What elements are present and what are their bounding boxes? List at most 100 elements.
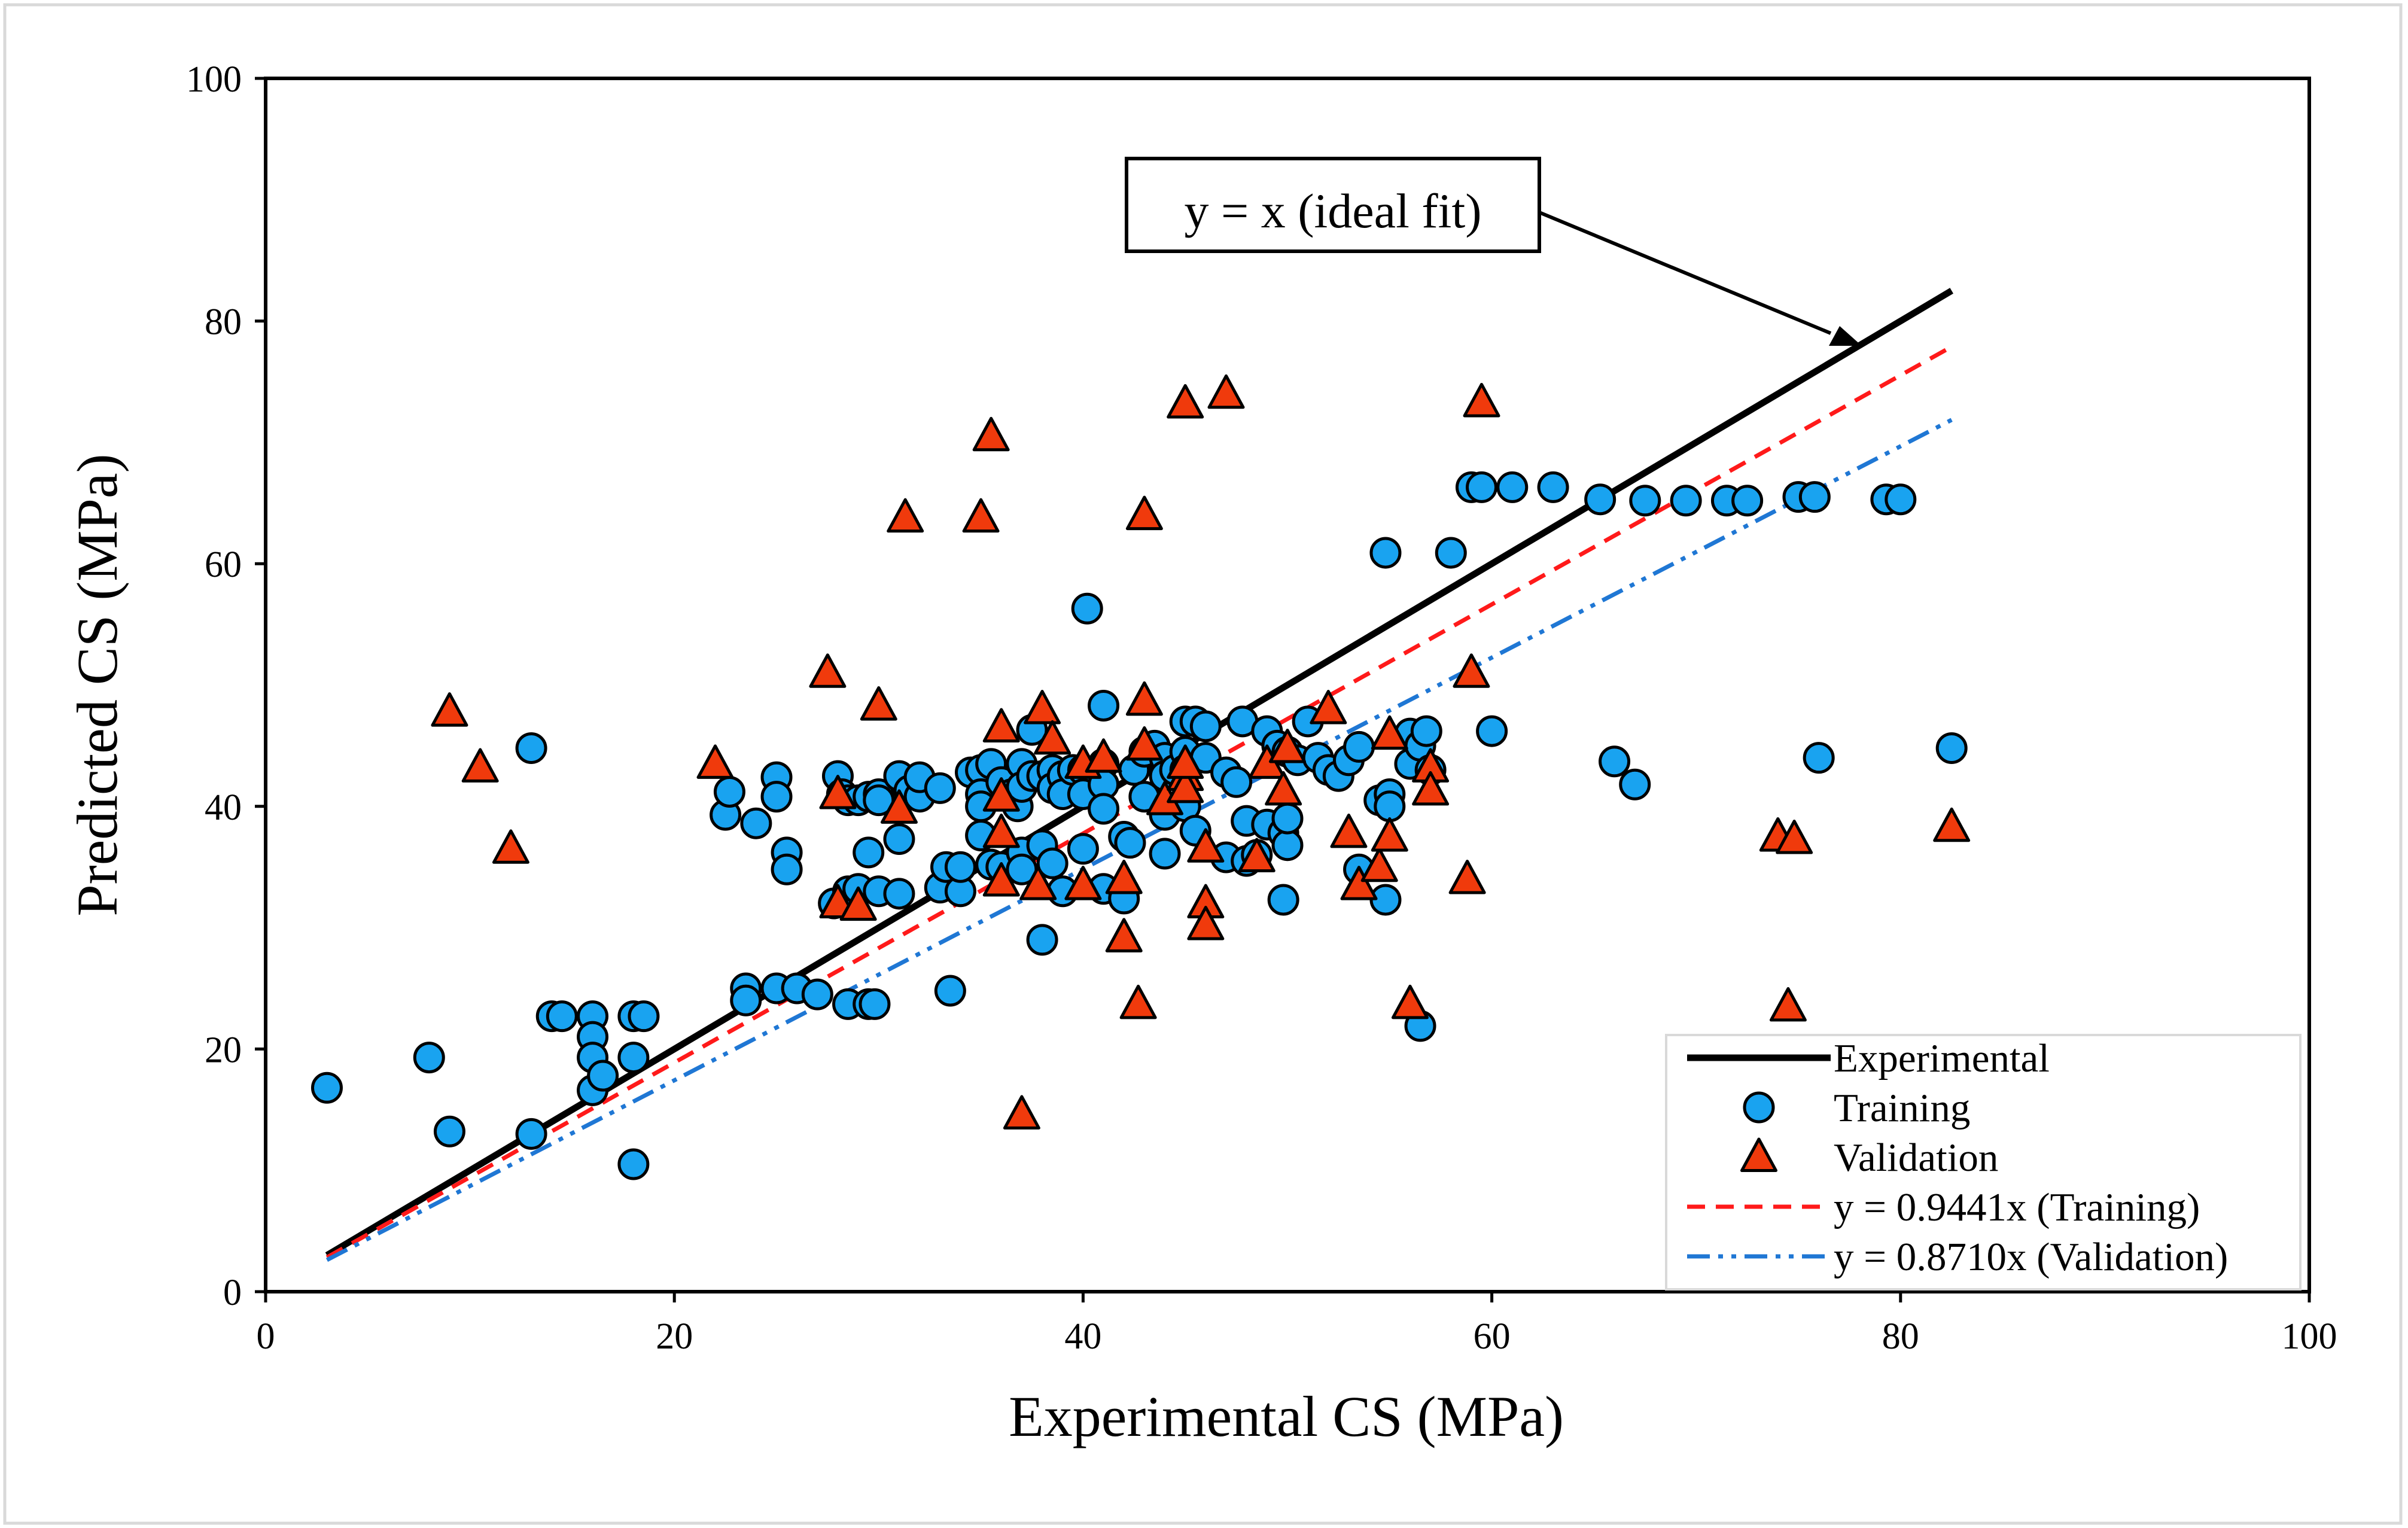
x-axis-label: Experimental CS (MPa)	[1009, 1384, 1564, 1448]
training-point	[546, 1000, 578, 1033]
validation-point	[982, 777, 1020, 812]
validation-point	[1125, 726, 1163, 761]
training-point	[1088, 689, 1120, 722]
validation-point	[1391, 984, 1429, 1019]
annotation: y = x (ideal fit)	[1125, 157, 1862, 346]
training-point	[1267, 884, 1299, 916]
validation-point	[1238, 838, 1275, 872]
training-point	[924, 772, 956, 804]
training-point	[1026, 924, 1058, 956]
training-point	[1189, 710, 1222, 742]
training-point	[1369, 537, 1402, 569]
training-point	[1629, 485, 1661, 517]
training-point	[1935, 732, 1968, 764]
training-point	[1599, 745, 1631, 778]
validation-point	[1269, 728, 1306, 763]
legend-label: Validation	[1834, 1136, 1998, 1180]
training-point	[1798, 481, 1831, 513]
validation-point	[1187, 906, 1225, 940]
training-point	[1619, 768, 1651, 800]
training-point	[883, 878, 915, 910]
x-tick-label: 80	[1882, 1316, 1919, 1357]
validation-point	[1330, 813, 1368, 848]
validation-point	[982, 862, 1020, 897]
training-point	[1071, 592, 1103, 625]
training-point	[934, 975, 966, 1007]
legend-label: Experimental	[1834, 1036, 2050, 1080]
legend-label: y = 0.9441x (Training)	[1834, 1185, 2200, 1229]
training-point	[944, 851, 976, 883]
training-point	[1476, 715, 1508, 747]
validation-point	[492, 829, 529, 864]
validation-point	[880, 789, 918, 824]
validation-point	[860, 686, 897, 721]
training-point	[713, 775, 745, 808]
validation-point	[1310, 690, 1347, 725]
training-point	[1088, 793, 1120, 825]
training-point	[1466, 471, 1498, 503]
validation-point	[1340, 866, 1378, 900]
data-points	[310, 374, 1971, 1180]
validation-point	[1105, 859, 1143, 894]
validation-point	[1463, 382, 1500, 418]
validation-point	[1167, 384, 1204, 419]
training-point	[771, 853, 803, 885]
training-point	[1885, 483, 1917, 516]
validation-point	[431, 692, 468, 727]
training-point	[801, 978, 833, 1010]
legend-circle-icon	[1743, 1091, 1775, 1124]
y-tick-label: 0	[223, 1273, 242, 1313]
validation-point	[1776, 820, 1813, 854]
training-point	[628, 1000, 660, 1033]
training-point	[587, 1060, 619, 1092]
training-point	[1410, 715, 1442, 747]
training-point	[740, 807, 772, 839]
annotation-arrow	[1538, 211, 1832, 335]
x-tick-label: 20	[656, 1316, 693, 1357]
training-point	[1036, 847, 1068, 879]
y-tick-label: 60	[205, 544, 242, 585]
training-point	[1271, 802, 1304, 835]
validation-point	[972, 416, 1010, 452]
validation-point	[1371, 817, 1408, 852]
training-point	[617, 1042, 650, 1074]
training-point	[1435, 537, 1467, 569]
training-point	[1537, 471, 1569, 503]
validation-point	[1933, 807, 1971, 842]
validation-point	[1265, 771, 1302, 806]
y-tick-label: 100	[186, 59, 242, 100]
training-point	[1374, 790, 1406, 823]
validation-point	[1105, 918, 1143, 952]
training-point	[853, 836, 885, 869]
training-point	[859, 988, 891, 1020]
training-point	[1584, 483, 1617, 516]
validation-point	[1360, 847, 1398, 882]
arrow-head-icon	[1829, 326, 1862, 346]
validation-point	[982, 708, 1020, 742]
training-point	[413, 1042, 445, 1074]
validation-point	[1453, 653, 1490, 688]
x-tick-label: 0	[257, 1316, 275, 1357]
x-tick-label: 100	[2282, 1316, 2337, 1357]
validation-point	[1412, 771, 1450, 806]
validation-point	[819, 775, 857, 809]
training-point	[730, 984, 762, 1016]
annotation-box	[1125, 157, 1541, 253]
validation-point	[1769, 987, 1807, 1022]
legend-label: Training	[1834, 1086, 1970, 1130]
training-point	[1271, 829, 1304, 862]
validation-point	[1003, 1095, 1040, 1130]
training-point	[515, 1118, 547, 1150]
validation-point	[1034, 720, 1071, 755]
validation-point	[962, 498, 1000, 533]
training-point	[760, 781, 793, 813]
validation-point	[1371, 715, 1408, 750]
training-point	[1067, 833, 1099, 865]
training-point	[310, 1072, 343, 1104]
legend: Experimental Training Validation y = 0.9441…	[1665, 1034, 2302, 1290]
y-tick-label: 80	[205, 302, 242, 343]
training-point	[515, 732, 547, 764]
validation-point	[1207, 374, 1245, 409]
legend-triangle-icon	[1740, 1137, 1777, 1172]
validation-point	[696, 744, 734, 779]
